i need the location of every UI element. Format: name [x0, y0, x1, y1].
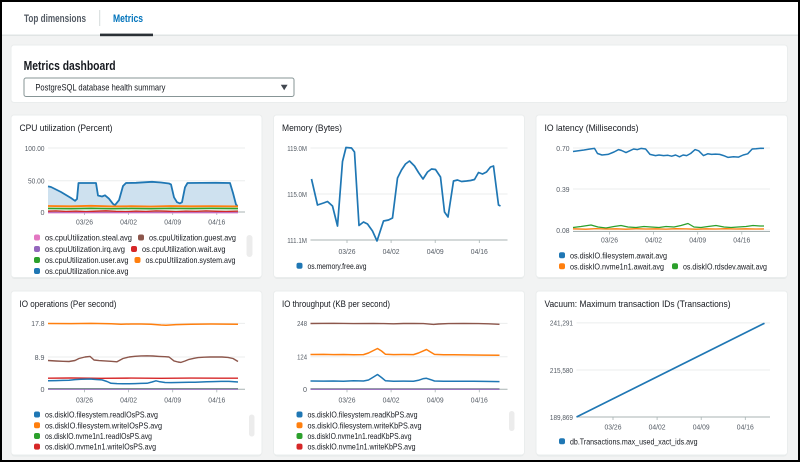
svg-text:03/26: 03/26 — [76, 395, 93, 404]
svg-text:0.39: 0.39 — [556, 185, 569, 194]
svg-text:Metrics dashboard: Metrics dashboard — [24, 59, 116, 73]
svg-text:04/09: 04/09 — [164, 217, 181, 226]
svg-text:04/02: 04/02 — [645, 236, 662, 245]
svg-text:db.Transactions.max_used_xact_: db.Transactions.max_used_xact_ids.avg — [570, 436, 698, 446]
svg-text:04/16: 04/16 — [208, 217, 225, 226]
svg-text:os.diskIO.rdsdev.await.avg: os.diskIO.rdsdev.await.avg — [683, 261, 767, 271]
svg-text:os.cpuUtilization.user.avg: os.cpuUtilization.user.avg — [45, 255, 129, 265]
svg-text:os.cpuUtilization.steal.avg: os.cpuUtilization.steal.avg — [45, 233, 132, 243]
svg-text:03/26: 03/26 — [605, 423, 622, 432]
svg-text:04/09: 04/09 — [693, 423, 710, 432]
svg-text:115.0M: 115.0M — [287, 190, 307, 199]
svg-text:04/02: 04/02 — [120, 395, 137, 404]
svg-text:0.70: 0.70 — [556, 144, 569, 153]
svg-text:189,869: 189,869 — [550, 413, 573, 422]
svg-text:os.diskIO.nvme1n1.await.avg: os.diskIO.nvme1n1.await.avg — [570, 261, 664, 271]
svg-text:50.00: 50.00 — [28, 177, 45, 186]
svg-text:241,291: 241,291 — [550, 319, 573, 328]
svg-text:os.cpuUtilization.system.avg: os.cpuUtilization.system.avg — [146, 255, 236, 265]
svg-text:os.diskIO.filesystem.writeIOsP: os.diskIO.filesystem.writeIOsPS.avg — [45, 420, 162, 430]
svg-text:119.0M: 119.0M — [287, 144, 307, 153]
svg-text:Top dimensions: Top dimensions — [24, 13, 86, 25]
svg-text:os.diskIO.filesystem.readIOsPS: os.diskIO.filesystem.readIOsPS.avg — [45, 410, 158, 420]
svg-text:PostgreSQL database health sum: PostgreSQL database health summary — [35, 83, 165, 94]
svg-text:03/26: 03/26 — [339, 247, 356, 256]
svg-text:04/09: 04/09 — [427, 247, 444, 256]
svg-text:04/16: 04/16 — [737, 423, 754, 432]
svg-text:os.cpuUtilization.guest.avg: os.cpuUtilization.guest.avg — [149, 233, 236, 243]
svg-text:04/02: 04/02 — [383, 247, 400, 256]
svg-text:os.diskIO.filesystem.writeKbPS: os.diskIO.filesystem.writeKbPS.avg — [308, 420, 422, 430]
svg-text:17.8: 17.8 — [31, 319, 44, 328]
svg-text:03/26: 03/26 — [339, 395, 356, 404]
svg-text:8.9: 8.9 — [35, 353, 45, 362]
svg-text:04/09: 04/09 — [164, 395, 181, 404]
svg-text:215,580: 215,580 — [550, 366, 573, 375]
svg-text:IO latency (Milliseconds): IO latency (Milliseconds) — [545, 123, 639, 134]
svg-text:04/16: 04/16 — [208, 395, 225, 404]
svg-text:0.08: 0.08 — [556, 226, 569, 235]
svg-text:os.cpuUtilization.nice.avg: os.cpuUtilization.nice.avg — [45, 266, 129, 276]
svg-text:os.diskIO.nvme1n1.readIOsPS.av: os.diskIO.nvme1n1.readIOsPS.avg — [45, 431, 152, 441]
svg-text:04/02: 04/02 — [383, 395, 400, 404]
svg-text:100.00: 100.00 — [25, 144, 45, 153]
svg-text:0: 0 — [41, 385, 45, 394]
svg-text:124: 124 — [297, 353, 307, 362]
svg-text:111.1M: 111.1M — [287, 236, 307, 245]
svg-text:os.diskIO.nvme1n1.writeIOsPS.a: os.diskIO.nvme1n1.writeIOsPS.avg — [45, 442, 156, 452]
svg-text:CPU utilization (Percent): CPU utilization (Percent) — [20, 123, 113, 134]
svg-text:os.diskIO.nvme1n1.writeKbPS.av: os.diskIO.nvme1n1.writeKbPS.avg — [308, 442, 416, 452]
svg-text:0: 0 — [41, 208, 45, 217]
svg-text:04/16: 04/16 — [733, 236, 750, 245]
svg-text:0: 0 — [303, 385, 307, 394]
svg-text:Memory (Bytes): Memory (Bytes) — [282, 123, 342, 134]
svg-text:os.diskIO.filesystem.readKbPS.: os.diskIO.filesystem.readKbPS.avg — [308, 410, 418, 420]
svg-text:os.memory.free.avg: os.memory.free.avg — [308, 261, 367, 271]
svg-text:04/02: 04/02 — [120, 217, 137, 226]
svg-text:IO throughput (KB per second): IO throughput (KB per second) — [282, 299, 390, 310]
svg-text:os.diskIO.filesystem.await.avg: os.diskIO.filesystem.await.avg — [570, 250, 667, 260]
svg-text:04/16: 04/16 — [471, 395, 488, 404]
svg-text:04/16: 04/16 — [471, 247, 488, 256]
svg-text:03/26: 03/26 — [601, 236, 618, 245]
svg-text:04/02: 04/02 — [649, 423, 666, 432]
svg-text:Vacuum: Maximum transaction ID: Vacuum: Maximum transaction IDs (Transac… — [545, 299, 731, 310]
svg-text:04/09: 04/09 — [689, 236, 706, 245]
svg-text:248: 248 — [297, 319, 307, 328]
svg-text:os.diskIO.nvme1n1.readKbPS.avg: os.diskIO.nvme1n1.readKbPS.avg — [308, 431, 412, 441]
svg-text:03/26: 03/26 — [76, 217, 93, 226]
svg-text:os.cpuUtilization.irq.avg: os.cpuUtilization.irq.avg — [45, 244, 125, 254]
svg-text:04/09: 04/09 — [427, 395, 444, 404]
svg-text:IO operations (Per second): IO operations (Per second) — [20, 299, 117, 310]
svg-text:os.cpuUtilization.wait.avg: os.cpuUtilization.wait.avg — [142, 244, 226, 254]
svg-text:Metrics: Metrics — [113, 13, 143, 25]
